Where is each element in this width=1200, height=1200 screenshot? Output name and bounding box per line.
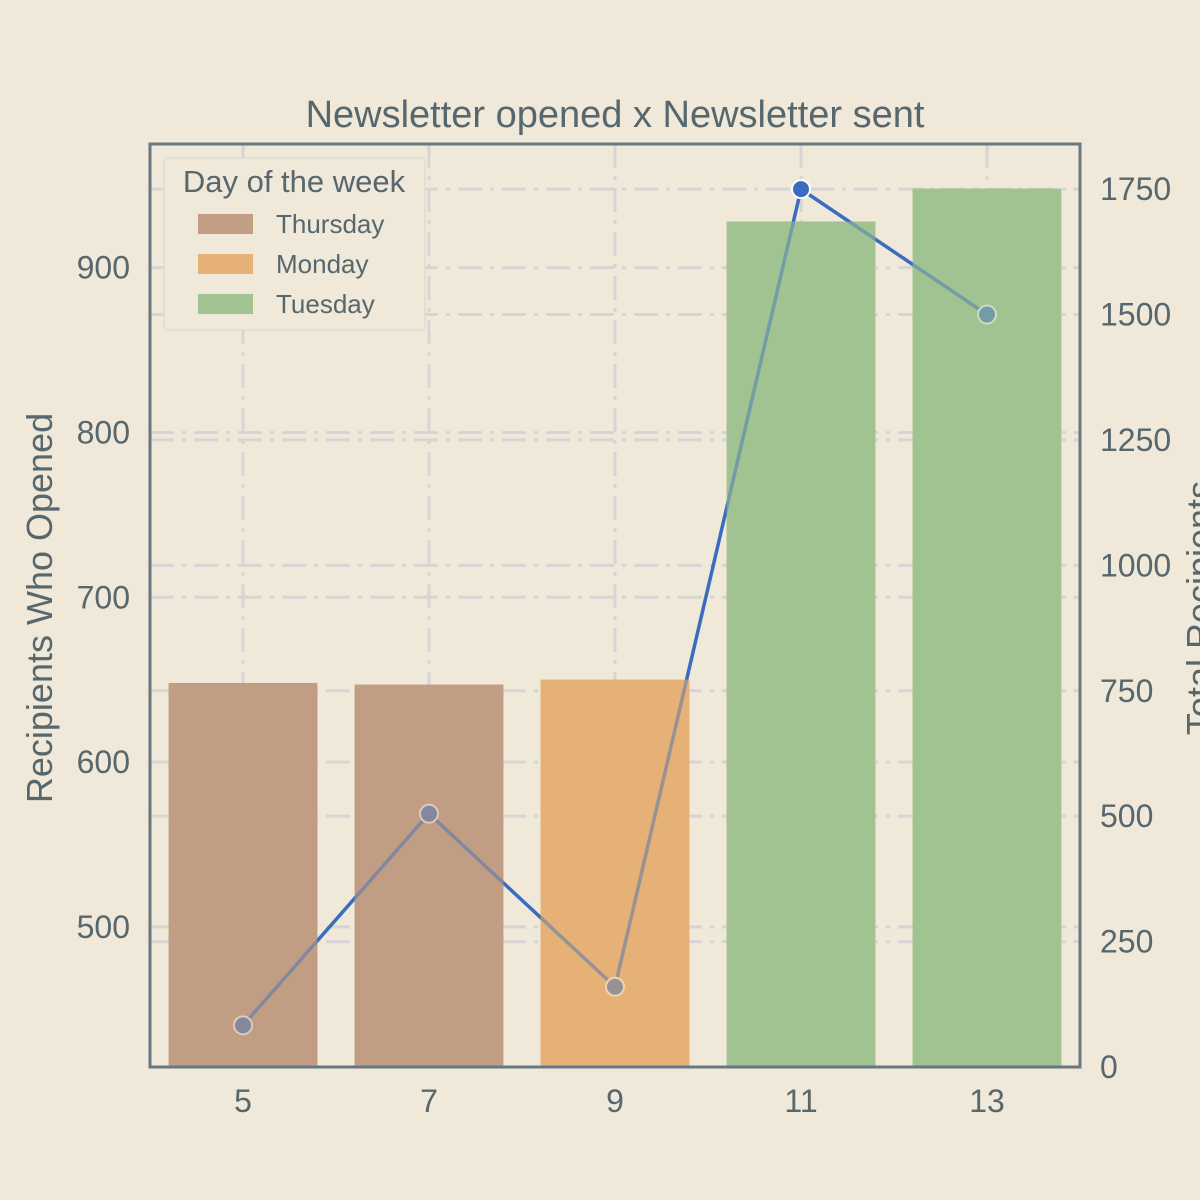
line-point-11 (791, 179, 811, 200)
chart-title: Newsletter opened x Newsletter sent (306, 94, 925, 136)
legend-title: Day of the week (183, 164, 406, 199)
y-axis-label: Recipients Who Opened (19, 413, 60, 803)
y2-axis-label: Total Recipients (1179, 481, 1200, 735)
bar-overlay-13 (912, 188, 1062, 1068)
y-tick-label: 700 (77, 579, 130, 615)
y-tick-label: 800 (77, 414, 130, 450)
legend-swatch-tuesday (198, 294, 253, 314)
y-tick-label: 500 (77, 909, 130, 945)
y2-tick-label: 0 (1100, 1049, 1118, 1085)
tick-layer: 5 7 9 11 13 500 600 700 800 900 0 250 500 750 1000 1250… (77, 171, 1172, 1119)
legend-box (163, 157, 426, 331)
x-tick-label: 11 (784, 1083, 817, 1119)
bar-overlay-7 (354, 684, 504, 1067)
y2-tick-label: 1250 (1100, 422, 1171, 458)
y2-tick-label: 750 (1100, 673, 1153, 709)
x-tick-label: 9 (606, 1083, 624, 1119)
y2-tick-label: 1000 (1100, 547, 1171, 583)
y-tick-label: 600 (77, 744, 130, 780)
x-tick-label: 5 (234, 1083, 252, 1119)
y2-tick-label: 500 (1100, 798, 1153, 834)
legend-label-thursday: Thursday (276, 209, 384, 239)
y2-tick-label: 1500 (1100, 297, 1171, 333)
legend-label-monday: Monday (276, 249, 369, 279)
line-layer (168, 179, 1062, 1068)
bar-overlay-9 (540, 679, 690, 1067)
plot-frame (148, 142, 1082, 1069)
bar-overlay-11 (726, 221, 876, 1067)
legend-swatch-monday (198, 254, 253, 274)
y2-tick-label: 250 (1100, 924, 1153, 960)
y-tick-label: 900 (77, 250, 130, 286)
bar-overlay-5 (168, 682, 318, 1067)
legend: Day of the week Thursday Monday Tuesday (163, 157, 426, 331)
x-tick-label: 13 (969, 1083, 1005, 1119)
x-tick-label: 7 (420, 1083, 438, 1119)
y2-tick-label: 1750 (1100, 171, 1171, 207)
legend-label-tuesday: Tuesday (276, 289, 375, 319)
legend-swatch-thursday (198, 214, 253, 234)
